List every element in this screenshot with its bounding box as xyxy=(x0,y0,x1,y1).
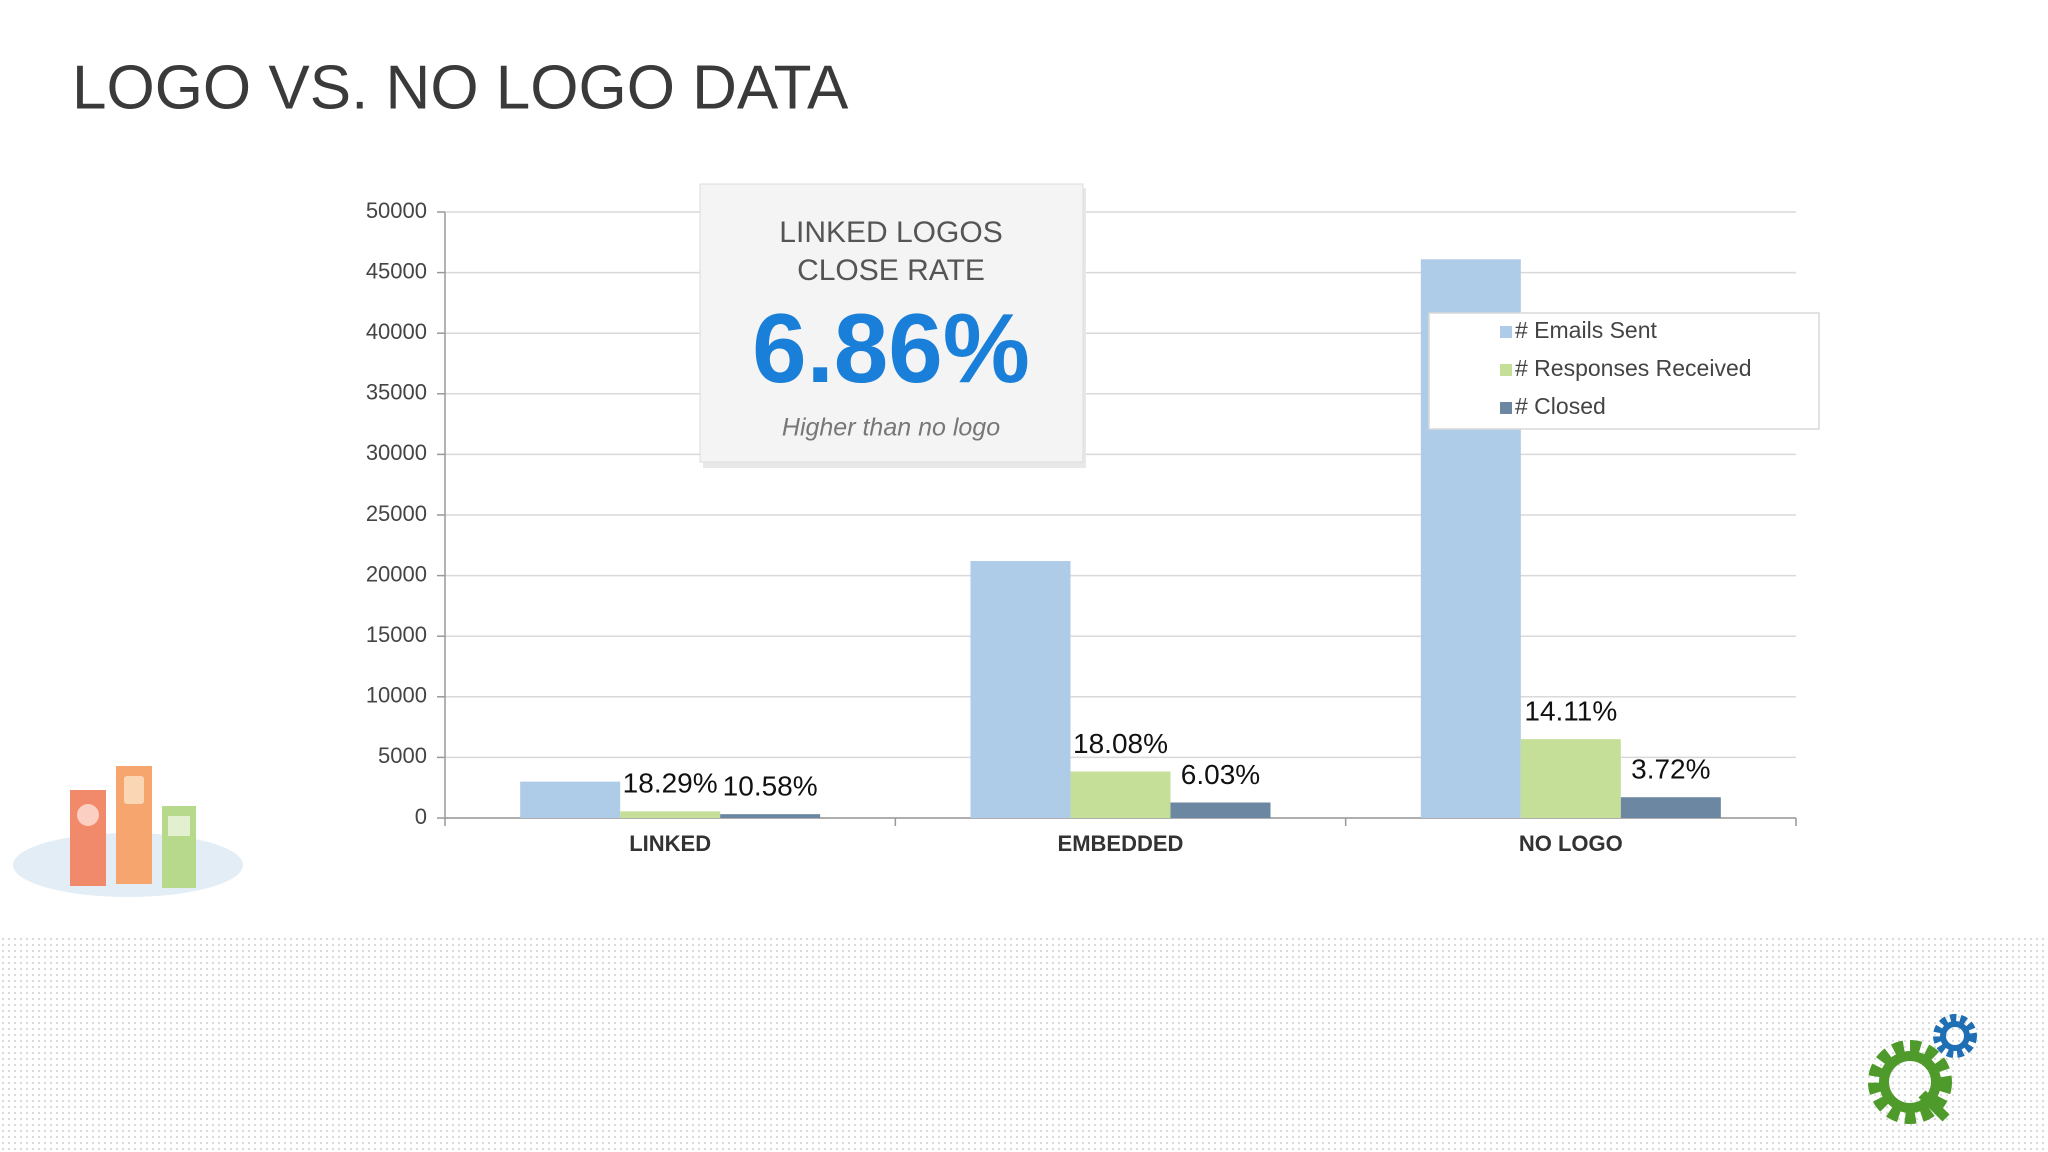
data-label: 6.03% xyxy=(1181,759,1260,790)
bar xyxy=(720,814,821,818)
bar xyxy=(520,781,621,818)
x-tick-label: EMBEDDED xyxy=(1058,831,1184,856)
footer-band xyxy=(0,934,2048,1152)
y-tick-label: 50000 xyxy=(366,198,427,223)
legend-label: # Closed xyxy=(1515,393,1606,419)
callout-value: 6.86% xyxy=(752,293,1030,403)
y-tick-label: 10000 xyxy=(366,683,427,708)
legend: # Emails Sent # Responses Received # Close… xyxy=(1428,312,1820,430)
y-tick-label: 30000 xyxy=(366,440,427,465)
y-tick-label: 5000 xyxy=(378,743,427,768)
bar xyxy=(1170,802,1271,818)
data-label: 18.08% xyxy=(1073,728,1168,759)
data-label: 18.29% xyxy=(623,768,718,799)
bar xyxy=(1620,797,1721,818)
legend-label: # Emails Sent xyxy=(1515,317,1658,343)
legend-label: # Responses Received xyxy=(1515,355,1752,381)
legend-box xyxy=(1428,312,1820,430)
data-label: 3.72% xyxy=(1631,754,1710,785)
gear-logo xyxy=(1868,1014,1977,1124)
y-tick-label: 15000 xyxy=(366,622,427,647)
data-label: 14.11% xyxy=(1524,696,1617,727)
data-label: 10.58% xyxy=(723,771,818,802)
bar xyxy=(1070,771,1171,818)
legend-swatch xyxy=(1500,402,1512,414)
y-tick-label: 20000 xyxy=(366,561,427,586)
bar xyxy=(620,811,721,818)
legend-swatch xyxy=(1500,326,1512,338)
callout-heading: CLOSE RATE xyxy=(797,254,985,287)
bar xyxy=(1520,739,1621,818)
x-tick-label: LINKED xyxy=(629,831,711,856)
callout: LINKED LOGOS CLOSE RATE 6.86% Higher tha… xyxy=(699,183,1086,468)
callout-note: Higher than no logo xyxy=(782,414,1000,442)
y-tick-label: 35000 xyxy=(366,380,427,405)
y-tick-label: 25000 xyxy=(366,501,427,526)
legend-swatch xyxy=(1500,364,1512,376)
slide-title: LOGO VS. NO LOGO DATA xyxy=(72,53,849,122)
y-tick-label: 0 xyxy=(415,804,427,829)
callout-box xyxy=(699,183,1084,463)
bar xyxy=(970,561,1071,818)
illustration xyxy=(13,766,243,897)
callout-heading: LINKED LOGOS xyxy=(779,216,1002,249)
y-tick-label: 40000 xyxy=(366,319,427,344)
x-tick-label: NO LOGO xyxy=(1519,831,1623,856)
y-tick-label: 45000 xyxy=(366,258,427,283)
